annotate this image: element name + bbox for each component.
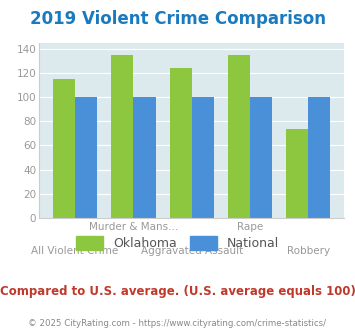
Text: © 2025 CityRating.com - https://www.cityrating.com/crime-statistics/: © 2025 CityRating.com - https://www.city…: [28, 319, 327, 328]
Bar: [286, 129, 308, 218]
Text: Compared to U.S. average. (U.S. average equals 100): Compared to U.S. average. (U.S. average …: [0, 285, 355, 298]
Text: Aggravated Assault: Aggravated Assault: [141, 246, 243, 256]
Bar: [170, 68, 192, 218]
Bar: [53, 79, 75, 218]
Text: Robbery: Robbery: [287, 246, 330, 256]
Bar: [308, 97, 331, 218]
Text: All Violent Crime: All Violent Crime: [32, 246, 119, 256]
Bar: [250, 97, 272, 218]
Legend: Oklahoma, National: Oklahoma, National: [73, 234, 282, 253]
Bar: [75, 97, 97, 218]
Bar: [133, 97, 155, 218]
Bar: [192, 97, 214, 218]
Bar: [111, 55, 133, 218]
Text: 2019 Violent Crime Comparison: 2019 Violent Crime Comparison: [29, 10, 326, 28]
Bar: [228, 55, 250, 218]
